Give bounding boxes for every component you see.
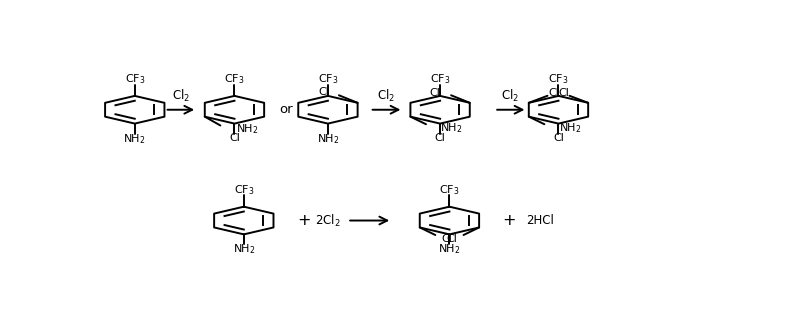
Text: Cl: Cl [446,234,457,244]
Text: NH$_2$: NH$_2$ [235,122,259,136]
Text: or: or [279,103,292,116]
Text: 2HCl: 2HCl [525,214,553,227]
Text: CF$_3$: CF$_3$ [548,73,568,86]
Text: Cl: Cl [434,133,445,143]
Text: CF$_3$: CF$_3$ [224,73,244,86]
Text: Cl$_2$: Cl$_2$ [501,88,519,104]
Text: NH$_2$: NH$_2$ [232,243,255,256]
Text: CF$_3$: CF$_3$ [317,73,338,86]
Text: Cl: Cl [441,234,452,244]
Text: Cl: Cl [318,87,329,97]
Text: NH$_2$: NH$_2$ [440,121,463,135]
Text: Cl: Cl [548,88,558,98]
Text: +: + [297,213,311,228]
Text: NH$_2$: NH$_2$ [558,121,581,135]
Text: Cl: Cl [229,133,239,143]
Text: CF$_3$: CF$_3$ [124,73,145,86]
Text: NH$_2$: NH$_2$ [316,132,339,146]
Text: Cl: Cl [552,133,563,143]
Text: CF$_3$: CF$_3$ [430,73,450,86]
Text: Cl: Cl [429,88,440,98]
Text: Cl: Cl [557,88,569,98]
Text: NH$_2$: NH$_2$ [438,243,460,256]
Text: +: + [501,213,515,228]
Text: Cl$_2$: Cl$_2$ [172,88,190,104]
Text: CF$_3$: CF$_3$ [233,183,254,197]
Text: CF$_3$: CF$_3$ [438,183,459,197]
Text: NH$_2$: NH$_2$ [124,132,146,146]
Text: Cl$_2$: Cl$_2$ [377,88,395,104]
Text: 2Cl$_2$: 2Cl$_2$ [314,213,340,229]
